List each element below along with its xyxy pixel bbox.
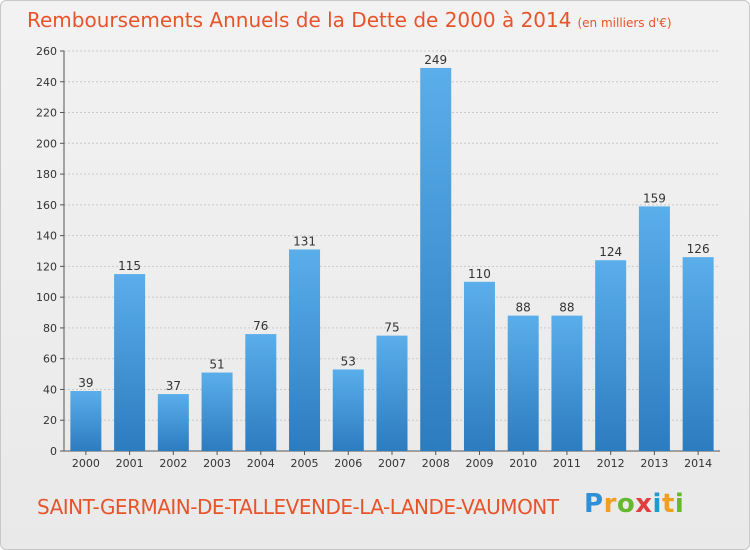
chart-title-main: Remboursements Annuels de la Dette de 20… — [27, 8, 572, 32]
bar-2007 — [376, 335, 408, 451]
y-tick-label: 40 — [43, 383, 57, 396]
data-label-2000: 39 — [78, 376, 93, 390]
bar-2012 — [595, 260, 627, 451]
bar-2002 — [157, 394, 189, 451]
data-label-2010: 88 — [516, 301, 531, 315]
x-tick-label: 2008 — [422, 457, 450, 470]
x-tick-label: 2013 — [640, 457, 668, 470]
chart-title: Remboursements Annuels de la Dette de 20… — [27, 8, 672, 32]
data-label-2009: 110 — [468, 267, 491, 281]
data-label-2006: 53 — [341, 354, 356, 368]
data-label-2002: 37 — [166, 379, 181, 393]
x-tick-label: 2006 — [334, 457, 362, 470]
data-label-2003: 51 — [209, 358, 224, 372]
y-tick-label: 20 — [43, 414, 57, 427]
bars — [70, 67, 714, 451]
data-label-2007: 75 — [384, 321, 399, 335]
x-tick-label: 2004 — [247, 457, 275, 470]
x-tick-label: 2000 — [72, 457, 100, 470]
bar-2010 — [507, 315, 539, 451]
bar-2005 — [289, 249, 321, 451]
bar-2013 — [638, 206, 670, 451]
x-tick-label: 2007 — [378, 457, 406, 470]
data-label-2013: 159 — [643, 191, 666, 205]
y-tick-label: 100 — [36, 291, 57, 304]
y-tick-label: 220 — [36, 107, 57, 120]
y-tick-label: 140 — [36, 230, 57, 243]
data-label-2004: 76 — [253, 319, 268, 333]
x-tick-label: 2005 — [291, 457, 319, 470]
x-tick-label: 2002 — [159, 457, 187, 470]
x-tick-label: 2010 — [509, 457, 537, 470]
bar-2008 — [420, 67, 452, 451]
x-tick-label: 2011 — [553, 457, 581, 470]
bar-2001 — [114, 274, 146, 451]
y-tick-label: 80 — [43, 322, 57, 335]
y-tick-label: 0 — [50, 445, 57, 458]
y-tick-label: 240 — [36, 76, 57, 89]
x-tick-label: 2012 — [597, 457, 625, 470]
data-label-2008: 249 — [424, 53, 447, 67]
data-labels: 39 115 37 51 76 131 53 75 249 110 88 88 124 159 126 — [78, 53, 709, 393]
proxiti-logo: Proxiti — [584, 489, 685, 519]
x-tick-label: 2003 — [203, 457, 231, 470]
data-label-2011: 88 — [559, 301, 574, 315]
commune-name: SAINT-GERMAIN-DE-TALLEVENDE-LA-LANDE-VAU… — [37, 495, 559, 519]
data-label-2005: 131 — [293, 234, 316, 248]
x-tick-label: 2014 — [684, 457, 712, 470]
y-tick-label: 60 — [43, 353, 57, 366]
y-tick-label: 160 — [36, 199, 57, 212]
chart-title-unit: (en milliers d'€) — [577, 16, 672, 30]
bar-2000 — [70, 391, 102, 451]
y-tick-label: 120 — [36, 260, 57, 273]
x-tick-label: 2009 — [465, 457, 493, 470]
x-tick-label: 2001 — [116, 457, 144, 470]
data-label-2001: 115 — [118, 259, 141, 273]
bar-2003 — [201, 372, 233, 451]
data-label-2012: 124 — [599, 245, 622, 259]
y-tick-label: 260 — [36, 45, 57, 58]
bar-2009 — [463, 281, 495, 451]
bar-2014 — [682, 257, 714, 451]
bar-2011 — [551, 315, 583, 451]
bar-2006 — [332, 369, 364, 451]
y-tick-label: 200 — [36, 137, 57, 150]
y-tick-label: 180 — [36, 168, 57, 181]
data-label-2014: 126 — [687, 242, 710, 256]
bar-2004 — [245, 334, 277, 451]
